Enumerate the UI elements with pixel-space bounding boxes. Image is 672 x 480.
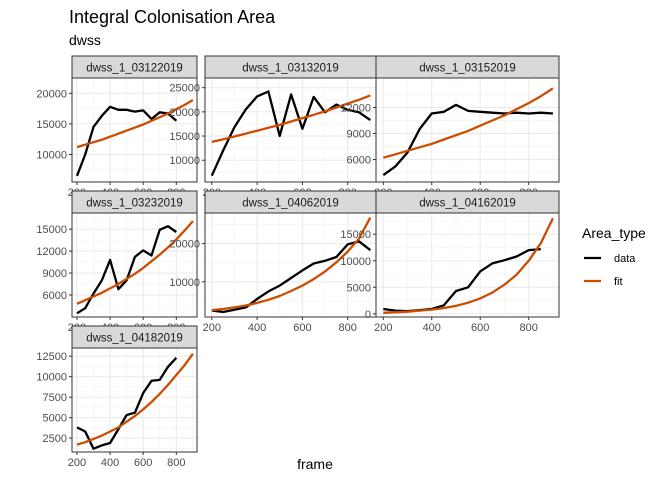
x-tick-label: 200 [68,457,86,469]
series-line-data [382,103,553,177]
x-tick-label: 800 [520,322,538,334]
y-tick-label: 10000 [169,277,200,289]
x-tick-label: 600 [134,457,152,469]
y-tick-label: 9000 [43,268,67,280]
x-tick-label: 800 [167,457,185,469]
x-tick-label: 600 [293,322,311,334]
x-tick-label: 800 [339,322,357,334]
panel-border [375,212,560,318]
y-tick-label: 10000 [36,149,67,161]
y-tick-label: 5000 [43,413,67,425]
x-tick-label: 600 [471,322,489,334]
facet-strip-label: dwss_1_04162019 [419,198,516,210]
series-line-fit [383,217,554,314]
facet-strip-label: dwss_1_03232019 [86,198,183,210]
facet-panel: dwss_1_031220192004006008001000015000200… [36,55,198,199]
facet-panel: dwss_1_031320192004006008001000015000200… [169,55,377,199]
y-tick-label: 10000 [169,155,200,167]
series-line-fit [76,220,194,305]
series-line-data [75,105,178,177]
chart-title: Integral Colonisation Area [69,7,276,27]
series-line-data [76,225,177,315]
panel-border [71,212,198,318]
facet-panel: dwss_1_04162019 200 400 600 800 0 5000 10000 150… [340,190,560,334]
panel-border [375,77,560,183]
y-tick-label: 6000 [43,290,67,302]
facet-panel: dwss_1_04062019 200 400 600 800 10000 20000 [169,190,377,334]
series-line-fit [211,217,372,312]
y-tick-label: 15000 [36,119,67,131]
panel-background [72,348,197,452]
y-tick-label: 6000 [347,154,371,166]
facet-panel: dwss_1_04182019 200 400 600 800 2500 5000 7500 1… [36,325,198,469]
x-tick-label: 200 [203,322,221,334]
x-tick-label: 400 [248,322,266,334]
y-tick-label: 10000 [36,372,67,384]
facet-strip-label: dwss_1_04182019 [86,333,183,345]
facet-panel: dwss_1_031520192004006008006000900012000 [340,55,560,199]
y-tick-label: 2500 [43,433,67,445]
series-line-data [210,90,371,177]
legend-label-fit: fit [614,276,623,288]
facet-panel: dwss_1_032320192004006008006000900012000… [36,190,198,334]
y-tick-label: 9000 [347,128,371,140]
panels: dwss_1_03122019 200 400 600 800 10000 15000 200… [36,55,560,469]
series-line-data [76,357,178,450]
y-tick-label: 7500 [43,392,67,404]
chart-subtitle: dwss [69,32,101,48]
facet-strip-label: dwss_1_03132019 [242,63,339,75]
y-tick-label: 25000 [169,83,200,95]
panel-background [376,213,559,317]
facet-strip-label: dwss_1_04062019 [242,198,339,210]
facet-strip-label: dwss_1_03122019 [86,63,183,75]
y-tick-label: 12000 [36,246,67,258]
x-tick-label: 400 [101,457,119,469]
y-tick-label: 12000 [340,102,371,114]
panel-border [71,77,198,183]
y-tick-label: 20000 [169,107,200,119]
y-tick-label: 15000 [36,224,67,236]
y-tick-label: 15000 [169,131,200,143]
series-line-fit [382,87,554,159]
series-line-fit [76,353,194,446]
y-tick-label: 20000 [169,239,200,251]
panel-border [71,347,198,453]
y-tick-label: 12500 [36,351,67,363]
series-line-fit [211,94,371,144]
y-tick-label: 5000 [347,282,371,294]
y-tick-label: 0 [365,309,371,321]
legend-title: Area_type [582,225,646,241]
series-line-data [211,240,372,314]
legend: Area_type data fit [582,225,646,288]
series-line-fit [76,99,194,149]
legend-label-data: data [614,253,636,265]
y-tick-label: 15000 [340,229,371,241]
x-tick-label: 200 [374,322,392,334]
x-tick-label: 400 [423,322,441,334]
facet-strip-label: dwss_1_03152019 [419,63,516,75]
y-tick-label: 10000 [340,256,371,268]
x-axis-title: frame [297,456,333,472]
y-tick-label: 20000 [36,88,67,100]
